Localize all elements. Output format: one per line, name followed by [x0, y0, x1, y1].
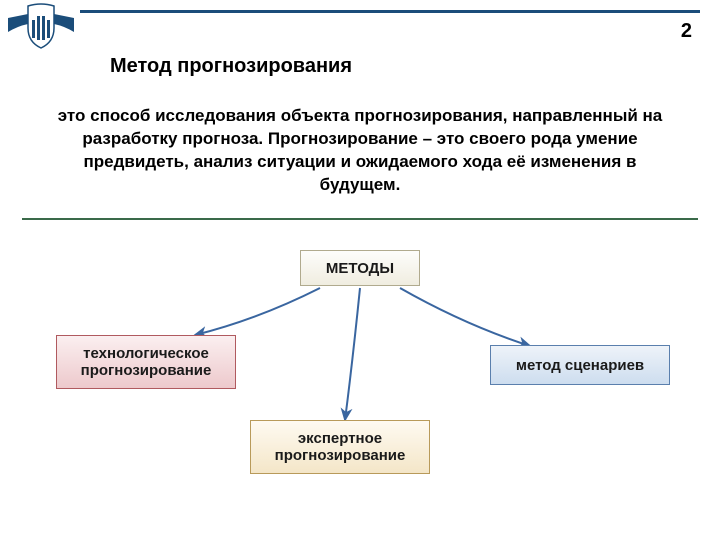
- diagram-root-label: МЕТОДЫ: [326, 260, 394, 277]
- diagram-child-label: экспертное прогнозирование: [261, 430, 419, 464]
- diagram-arrow: [195, 288, 320, 335]
- diagram-child-box: технологическое прогнозирование: [56, 335, 236, 389]
- diagram-arrow: [400, 288, 530, 346]
- diagram-child-box: экспертное прогнозирование: [250, 420, 430, 474]
- diagram-root-box: МЕТОДЫ: [300, 250, 420, 286]
- diagram-child-label: технологическое прогнозирование: [67, 345, 225, 379]
- diagram-child-label: метод сценариев: [516, 357, 644, 374]
- diagram-child-box: метод сценариев: [490, 345, 670, 385]
- diagram-arrow: [345, 288, 360, 420]
